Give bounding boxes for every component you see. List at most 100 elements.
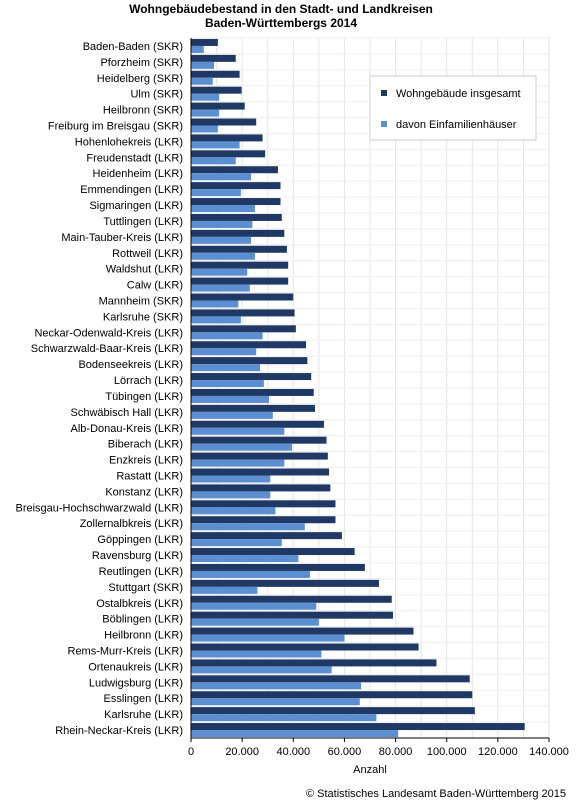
bar-insgesamt	[191, 309, 295, 317]
category-label: Ravensburg (LKR)	[92, 550, 183, 562]
bar-einfamilienhaeuser	[191, 205, 255, 213]
category-label: Konstanz (LKR)	[105, 486, 183, 498]
bar-insgesamt	[191, 229, 285, 237]
category-label: Schwäbisch Hall (LKR)	[71, 407, 183, 419]
bar-insgesamt	[191, 532, 342, 540]
x-axis-label: Anzahl	[353, 764, 387, 776]
legend-swatch-insgesamt	[381, 90, 387, 96]
category-label: Sigmaringen (LKR)	[89, 200, 183, 212]
bar-einfamilienhaeuser	[191, 730, 399, 738]
bar-einfamilienhaeuser	[191, 555, 299, 563]
category-label: Emmendingen (LKR)	[80, 184, 183, 196]
bar-einfamilienhaeuser	[191, 348, 257, 356]
bar-einfamilienhaeuser	[191, 714, 377, 722]
bar-insgesamt	[191, 436, 327, 444]
category-labels: Baden-Baden (SKR) Pforzheim (SKR) Heidelbe…	[15, 41, 183, 737]
bar-insgesamt	[191, 261, 289, 269]
category-label: Heilbronn (LKR)	[104, 630, 183, 642]
x-axis: 0 20.000 40.000 60.000 80.000 100.000 120.000 1…	[188, 38, 569, 758]
category-label: Rottweil (LKR)	[112, 248, 183, 260]
category-label: Mannheim (SKR)	[99, 296, 183, 308]
bar-einfamilienhaeuser	[191, 109, 220, 117]
category-label: Ortenaukreis (LKR)	[88, 661, 183, 673]
bar-einfamilienhaeuser	[191, 586, 258, 594]
bar-einfamilienhaeuser	[191, 570, 310, 578]
x-tick-label: 60.000	[328, 746, 362, 758]
bar-insgesamt	[191, 293, 294, 301]
bar-insgesamt	[191, 245, 287, 253]
bar-einfamilienhaeuser	[191, 395, 269, 403]
bar-einfamilienhaeuser	[191, 61, 215, 69]
bar-einfamilienhaeuser	[191, 459, 285, 467]
category-label: Zollernalbkreis (LKR)	[80, 518, 183, 530]
bar-insgesamt	[191, 468, 330, 476]
category-label: Schwarzwald-Baar-Kreis (LKR)	[31, 343, 183, 355]
x-tick-label: 120.000	[478, 746, 518, 758]
bar-einfamilienhaeuser	[191, 268, 248, 276]
x-tick-label: 140.000	[529, 746, 569, 758]
category-label: Tuttlingen (LKR)	[103, 216, 183, 228]
category-label: Ostalbkreis (LKR)	[96, 598, 183, 610]
bar-insgesamt	[191, 548, 355, 556]
bar-insgesamt	[191, 213, 282, 221]
bar-insgesamt	[191, 659, 437, 667]
category-label: Ludwigsburg (LKR)	[89, 677, 183, 689]
bar-insgesamt	[191, 277, 289, 285]
bar-einfamilienhaeuser	[191, 666, 332, 674]
bar-einfamilienhaeuser	[191, 93, 220, 101]
category-label: Heilbronn (SKR)	[103, 105, 183, 117]
category-label: Biberach (LKR)	[108, 439, 183, 451]
category-label: Göppingen (LKR)	[97, 534, 183, 546]
bar-einfamilienhaeuser	[191, 284, 250, 292]
x-tick-label: 40.000	[276, 746, 310, 758]
bar-insgesamt	[191, 38, 218, 46]
bar-einfamilienhaeuser	[191, 236, 252, 244]
category-label: Lörrach (LKR)	[114, 375, 183, 387]
bar-einfamilienhaeuser	[191, 332, 263, 340]
category-label: Stuttgart (SKR)	[108, 582, 183, 594]
copyright-note: © Statistisches Landesamt Baden-Württemb…	[306, 788, 566, 800]
category-label: Neckar-Odenwald-Kreis (LKR)	[34, 327, 183, 339]
bar-einfamilienhaeuser	[191, 507, 276, 515]
bar-insgesamt	[191, 723, 525, 731]
bar-einfamilienhaeuser	[191, 125, 218, 133]
category-label: Baden-Baden (SKR)	[83, 41, 183, 53]
x-tick-label: 100.000	[427, 746, 467, 758]
category-label: Hohenlohekreis (LKR)	[75, 136, 183, 148]
bar-einfamilienhaeuser	[191, 45, 204, 53]
bar-marks	[191, 38, 525, 738]
category-label: Bodenseekreis (LKR)	[78, 359, 183, 371]
category-label: Böblingen (LKR)	[102, 614, 183, 626]
bar-insgesamt	[191, 198, 281, 206]
bar-insgesamt	[191, 373, 312, 381]
legend-label-einfamilienhaeuser: davon Einfamilienhäuser	[396, 119, 517, 131]
category-label: Calw (LKR)	[127, 280, 183, 292]
bar-insgesamt	[191, 420, 324, 428]
bar-einfamilienhaeuser	[191, 491, 271, 499]
category-label: Ulm (SKR)	[130, 89, 183, 101]
bar-einfamilienhaeuser	[191, 634, 345, 642]
category-label: Freudenstadt (LKR)	[86, 152, 183, 164]
bar-insgesamt	[191, 404, 316, 412]
legend-box	[369, 75, 537, 141]
bar-insgesamt	[191, 627, 414, 635]
bar-insgesamt	[191, 118, 257, 126]
category-label: Freiburg im Breisgau (SKR)	[48, 121, 183, 133]
chart-title-line-2: Baden-Württembergs 2014	[205, 16, 357, 30]
bar-insgesamt	[191, 595, 392, 603]
category-label: Alb-Donau-Kreis (LKR)	[71, 423, 183, 435]
legend-label-insgesamt: Wohngebäude insgesamt	[396, 88, 521, 100]
bar-insgesamt	[191, 166, 278, 174]
bar-insgesamt	[191, 452, 328, 460]
bar-insgesamt	[191, 579, 379, 587]
bar-insgesamt	[191, 54, 236, 62]
category-label: Karlsruhe (SKR)	[103, 311, 183, 323]
bar-insgesamt	[191, 325, 296, 333]
bar-insgesamt	[191, 388, 314, 396]
bar-einfamilienhaeuser	[191, 252, 255, 260]
x-tick-label: 80.000	[379, 746, 413, 758]
bar-insgesamt	[191, 102, 245, 110]
bar-einfamilienhaeuser	[191, 316, 241, 324]
x-tick-label: 0	[188, 746, 194, 758]
